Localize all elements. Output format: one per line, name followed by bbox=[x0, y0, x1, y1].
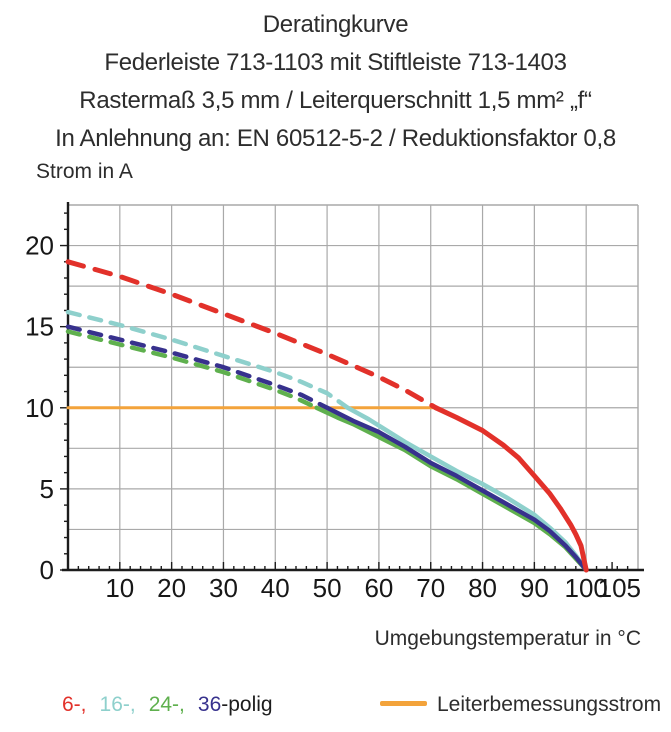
svg-text:100: 100 bbox=[564, 573, 607, 603]
svg-text:5: 5 bbox=[40, 474, 54, 504]
axes bbox=[62, 202, 644, 572]
svg-text:50: 50 bbox=[313, 573, 342, 603]
axis-ticks bbox=[60, 212, 629, 571]
svg-text:15: 15 bbox=[25, 312, 54, 342]
legend-item-36-polig: 36 bbox=[197, 693, 222, 716]
svg-text:90: 90 bbox=[520, 573, 549, 603]
svg-text:70: 70 bbox=[416, 573, 445, 603]
svg-text:20: 20 bbox=[157, 573, 186, 603]
svg-text:30: 30 bbox=[209, 573, 238, 603]
svg-text:80: 80 bbox=[468, 573, 497, 603]
chart-title-block: Deratingkurve Federleiste 713-1103 mit S… bbox=[0, 6, 671, 158]
y-axis-title: Strom in A bbox=[36, 160, 133, 183]
svg-text:10: 10 bbox=[25, 393, 54, 423]
chart-legend: 6-, 16-, 24-, 36-polig Leiterbemessungsstro… bbox=[0, 693, 671, 723]
legend-item-6-polig: 6-, bbox=[62, 693, 87, 716]
series-16-polig bbox=[65, 309, 589, 573]
legend-pole-suffix: -polig bbox=[221, 693, 273, 716]
legend-item-24-polig: 24-, bbox=[148, 693, 185, 716]
title-line-1: Deratingkurve bbox=[262, 11, 409, 38]
svg-text:40: 40 bbox=[261, 573, 290, 603]
svg-text:10: 10 bbox=[105, 573, 134, 603]
poles-legend: 6-, 16-, 24-, 36-polig bbox=[62, 693, 273, 717]
svg-text:60: 60 bbox=[364, 573, 393, 603]
x-axis-title: Umgebungstemperatur in °C bbox=[374, 627, 641, 650]
rated-current-line-swatch bbox=[380, 700, 427, 706]
title-line-2: Federleiste 713-1103 mit Stiftleiste 713… bbox=[104, 49, 567, 76]
svg-text:105: 105 bbox=[598, 573, 641, 603]
rated-current-label: Leiterbemessungsstrom bbox=[437, 693, 662, 716]
svg-text:20: 20 bbox=[25, 231, 54, 261]
plot-border bbox=[68, 204, 639, 570]
gridlines bbox=[68, 205, 638, 570]
legend-item-16-polig: 16-, bbox=[99, 693, 136, 716]
title-line-3: Rastermaß 3,5 mm / Leiterquerschnitt 1,5… bbox=[79, 87, 592, 114]
series-6-polig bbox=[65, 259, 589, 573]
series-36-polig bbox=[65, 324, 589, 573]
y-tick-labels: 0 5 10 15 20 bbox=[25, 231, 54, 585]
title-line-4: In Anlehnung an: EN 60512-5-2 / Reduktio… bbox=[55, 125, 616, 152]
svg-text:0: 0 bbox=[40, 555, 54, 585]
rated-current-legend: Leiterbemessungsstrom bbox=[380, 693, 661, 717]
